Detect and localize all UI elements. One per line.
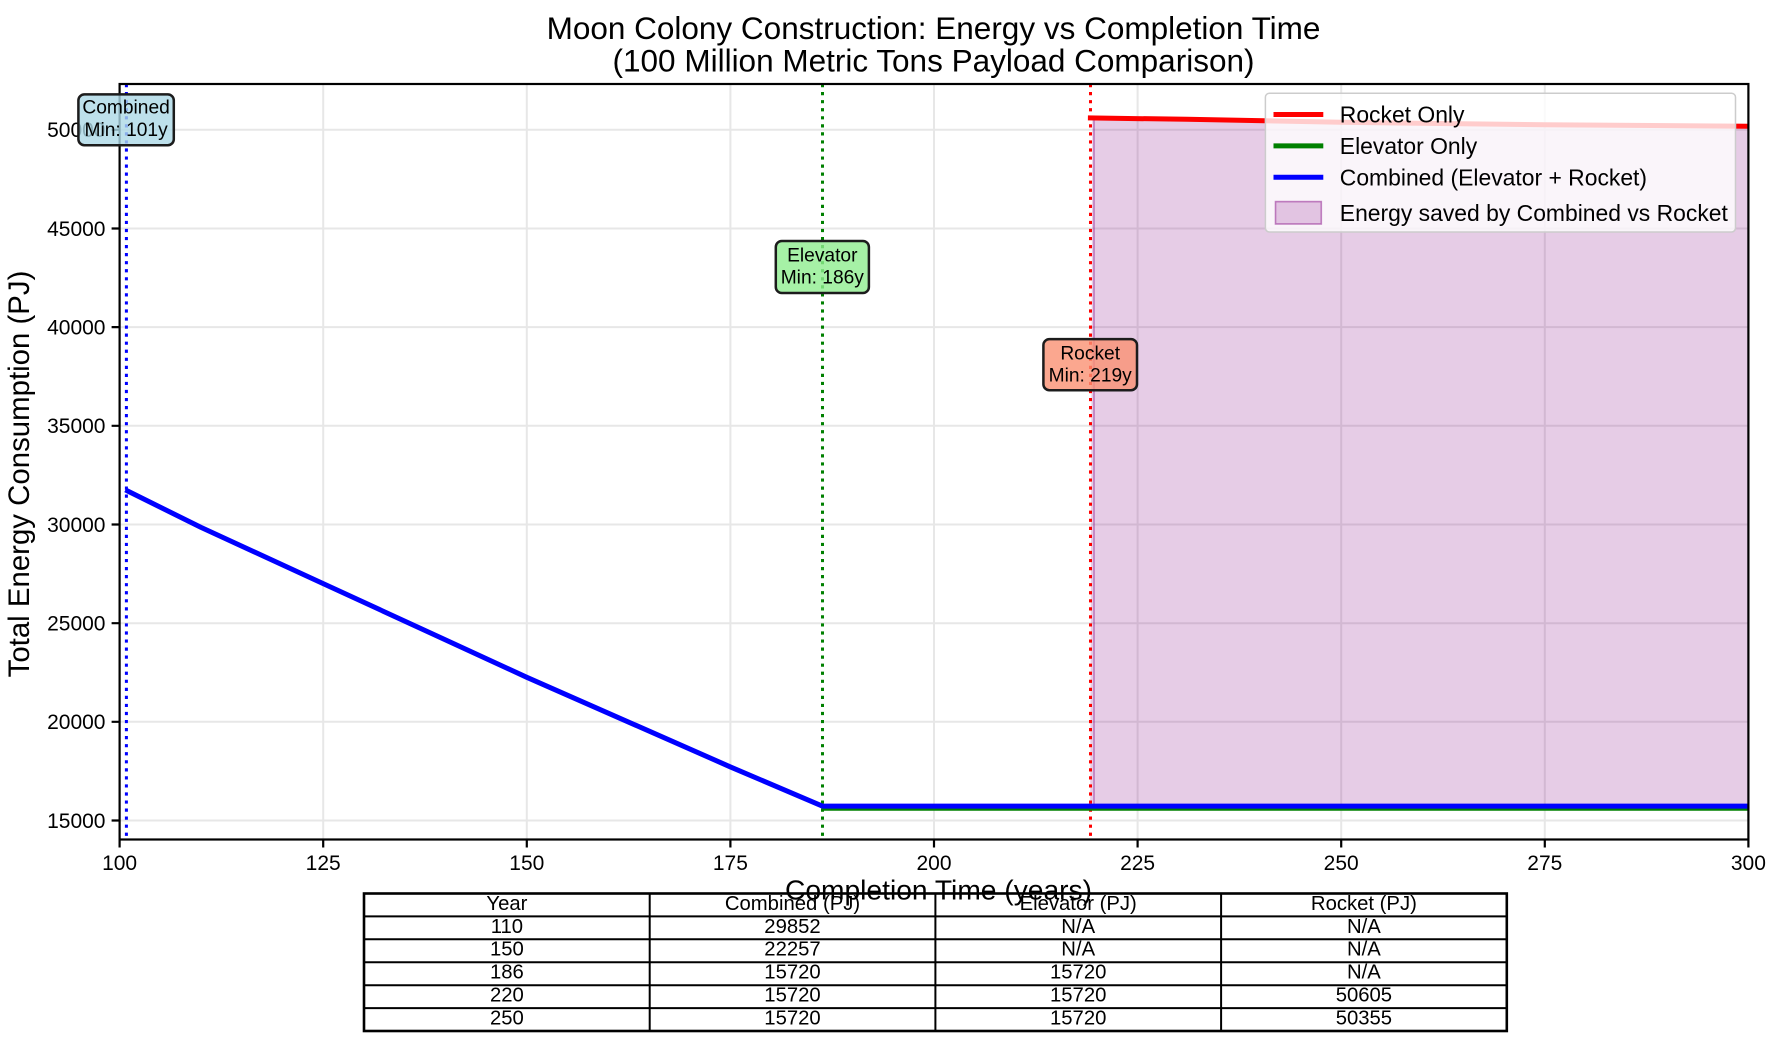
svg-text:275: 275: [1527, 852, 1562, 875]
svg-text:25000: 25000: [47, 613, 105, 636]
svg-text:Rocket Only: Rocket Only: [1340, 102, 1465, 128]
svg-text:100: 100: [102, 852, 137, 875]
svg-text:Rocket: Rocket: [1060, 344, 1120, 365]
svg-text:Rocket (PJ): Rocket (PJ): [1311, 893, 1417, 915]
svg-text:Elevator: Elevator: [787, 246, 858, 267]
svg-text:110: 110: [491, 916, 523, 938]
svg-text:150: 150: [509, 852, 544, 875]
svg-text:15720: 15720: [764, 985, 820, 1007]
svg-text:150: 150: [490, 939, 524, 961]
svg-text:35000: 35000: [47, 415, 105, 438]
svg-text:Min: 219y: Min: 219y: [1049, 366, 1133, 387]
svg-text:125: 125: [306, 852, 341, 875]
svg-text:15720: 15720: [764, 962, 820, 984]
svg-text:Moon Colony Construction: Ener: Moon Colony Construction: Energy vs Comp…: [547, 10, 1321, 46]
svg-text:Completion Time (years): Completion Time (years): [785, 873, 1092, 905]
svg-text:N/A: N/A: [1347, 939, 1381, 961]
svg-text:220: 220: [490, 985, 524, 1007]
svg-text:N/A: N/A: [1347, 962, 1381, 984]
svg-text:15720: 15720: [1050, 985, 1106, 1007]
svg-text:250: 250: [490, 1008, 524, 1030]
svg-text:15720: 15720: [764, 1008, 820, 1030]
svg-text:(100 Million Metric Tons Paylo: (100 Million Metric Tons Payload Compari…: [613, 43, 1255, 79]
svg-text:Combined (Elevator + Rocket): Combined (Elevator + Rocket): [1340, 165, 1647, 191]
svg-text:40000: 40000: [47, 316, 105, 339]
svg-text:N/A: N/A: [1347, 916, 1381, 938]
svg-text:N/A: N/A: [1061, 939, 1095, 961]
svg-text:15000: 15000: [47, 810, 105, 833]
svg-text:300: 300: [1731, 852, 1766, 875]
svg-text:Elevator (PJ): Elevator (PJ): [1020, 893, 1137, 915]
svg-text:15720: 15720: [1050, 1008, 1106, 1030]
svg-text:50355: 50355: [1336, 1008, 1392, 1030]
svg-text:30000: 30000: [47, 514, 105, 537]
svg-text:Elevator Only: Elevator Only: [1340, 133, 1478, 159]
svg-text:200: 200: [916, 852, 951, 875]
svg-text:Combined (PJ): Combined (PJ): [725, 893, 860, 915]
svg-text:15720: 15720: [1050, 962, 1106, 984]
svg-text:29852: 29852: [764, 916, 820, 938]
svg-text:20000: 20000: [47, 711, 105, 734]
svg-text:N/A: N/A: [1061, 916, 1095, 938]
svg-text:22257: 22257: [764, 939, 820, 961]
svg-text:Min: 101y: Min: 101y: [85, 120, 169, 141]
svg-text:50605: 50605: [1336, 985, 1392, 1007]
svg-text:225: 225: [1120, 852, 1155, 875]
svg-text:Min: 186y: Min: 186y: [781, 268, 865, 289]
svg-text:45000: 45000: [47, 218, 105, 241]
svg-text:Combined: Combined: [82, 98, 169, 119]
svg-text:175: 175: [713, 852, 748, 875]
svg-text:Total Energy Consumption (PJ): Total Energy Consumption (PJ): [3, 271, 36, 678]
svg-text:Energy saved by Combined vs Ro: Energy saved by Combined vs Rocket: [1340, 200, 1729, 226]
svg-text:Year: Year: [486, 893, 527, 915]
svg-text:186: 186: [490, 962, 524, 984]
svg-text:250: 250: [1324, 852, 1359, 875]
